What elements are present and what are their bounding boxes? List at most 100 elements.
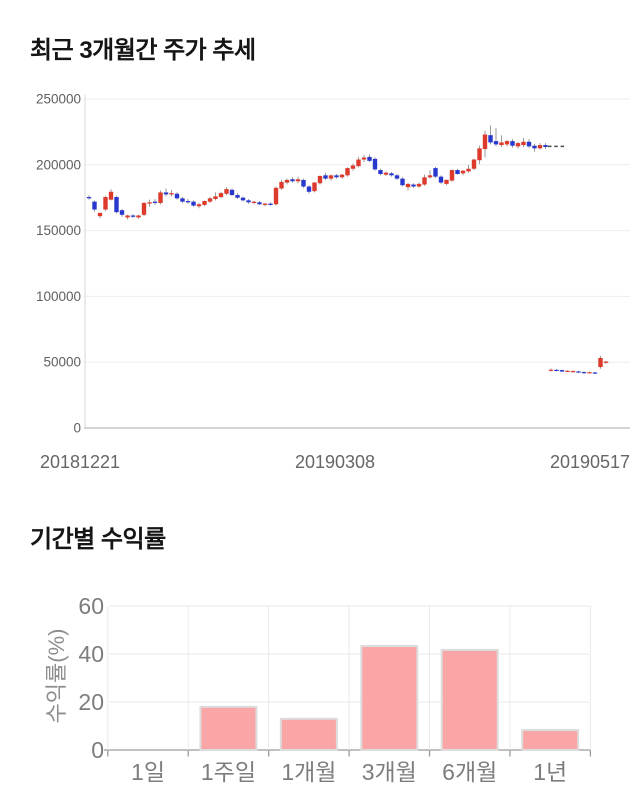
y-tick-label: 150000	[36, 223, 81, 238]
candle-body-up	[350, 165, 356, 169]
candle-body-down	[394, 175, 400, 179]
returns-bar-chart: 0 20 40 60 1일 1주일 1개월 3개월 6개월 1년 수익률(%)	[44, 593, 592, 785]
candle-body-down	[229, 189, 235, 196]
candle-body-down	[576, 371, 581, 373]
candle-body-up	[202, 200, 207, 205]
candle-body-up	[213, 196, 218, 200]
return-bar	[360, 645, 419, 752]
candle-body-up	[460, 170, 466, 174]
candle-body-up	[587, 372, 592, 374]
candle-body-up	[312, 182, 317, 192]
candle-body-up	[499, 142, 504, 146]
candle-body-down	[559, 370, 565, 372]
y-tick-label: 0	[91, 737, 104, 763]
return-bar	[199, 705, 258, 751]
candle-body-down	[389, 173, 394, 176]
candle-body-up	[427, 175, 433, 178]
y-tick-label: 250000	[36, 92, 81, 107]
candle-body-up	[262, 203, 268, 205]
category-label: 3개월	[362, 759, 417, 785]
candle-body-up	[345, 168, 350, 176]
candle-body-down	[119, 210, 125, 215]
candle-body-down	[152, 201, 158, 203]
candlestick-chart: 0 50000 100000 150000 200000 250000 20181221 20…	[36, 92, 630, 473]
candle-body-down	[301, 179, 306, 187]
candle-body-down	[290, 179, 295, 182]
price-chart-title: 최근 3개월간 주가 추세	[30, 37, 256, 64]
candle-body-up	[224, 189, 229, 194]
candle-body-down	[130, 215, 136, 217]
candle-body-up	[108, 191, 114, 200]
y-tick-label: 50000	[43, 355, 81, 370]
x-date-label: 20190517	[550, 452, 630, 472]
candle-body-up	[158, 192, 163, 203]
candle-body-up	[169, 193, 174, 195]
category-label: 1주일	[201, 759, 256, 785]
candle-body-up	[284, 179, 290, 183]
candle-body-down	[493, 141, 499, 145]
candle-body-up	[477, 148, 482, 161]
candle-body-down	[532, 145, 537, 149]
candle-body-down	[367, 156, 372, 161]
candle-body-down	[257, 202, 262, 205]
candle-body-up	[218, 193, 224, 198]
candle-body-up	[444, 179, 449, 184]
candle-body-up	[565, 370, 570, 372]
candle-body-down	[526, 141, 532, 147]
candle-body-up	[471, 159, 477, 169]
candle-body-down	[488, 135, 493, 143]
candle-body-down	[306, 186, 312, 192]
y-axis-title: 수익률(%)	[44, 629, 69, 724]
candle-body-down	[433, 168, 438, 177]
category-label: 6개월	[442, 759, 497, 785]
candle-body-up	[416, 183, 422, 187]
candle-body-up	[482, 134, 488, 150]
category-label: 1일	[131, 759, 165, 785]
return-bar	[521, 729, 580, 752]
y-tick-label: 40	[78, 641, 104, 667]
candle-body-down	[180, 198, 185, 202]
candle-body-up	[196, 204, 202, 207]
category-label: 1개월	[281, 759, 336, 785]
x-date-label: 20190308	[295, 452, 375, 472]
candle-body-up	[147, 202, 152, 204]
return-chart-title: 기간별 수익률	[30, 526, 166, 553]
candle-body-up	[279, 181, 284, 189]
candle-body-down	[400, 178, 405, 186]
candle-body-up	[383, 172, 389, 175]
category-label: 1년	[533, 759, 567, 785]
candle-body-down	[543, 145, 548, 148]
candle-body-down	[323, 175, 328, 179]
candle-body-down	[334, 175, 339, 178]
candle-body-up	[103, 197, 108, 210]
candle-body-down	[378, 170, 383, 175]
return-bar	[279, 717, 338, 751]
candle-body-down	[174, 193, 180, 199]
y-tick-label: 20	[78, 689, 104, 715]
candle-body-down	[86, 197, 92, 199]
candle-body-up	[504, 141, 510, 145]
y-tick-label: 200000	[36, 157, 81, 172]
candle-body-down	[411, 184, 416, 187]
candle-body-up	[449, 170, 455, 181]
candle-body-up	[97, 212, 103, 217]
candle-body-down	[163, 192, 169, 195]
return-bar	[440, 648, 499, 751]
candle-body-up	[598, 357, 603, 368]
candle-body-up	[466, 168, 471, 172]
candle-body-up	[339, 174, 345, 178]
candle-body-down	[510, 141, 515, 146]
candle-body-down	[268, 203, 273, 205]
candle-body-down	[438, 176, 444, 183]
candle-body-up	[295, 179, 301, 182]
candle-body-down	[185, 200, 191, 203]
candle-body-up	[570, 371, 576, 373]
y-tick-label: 0	[73, 421, 81, 436]
candle-body-down	[455, 170, 460, 175]
y-tick-label: 100000	[36, 289, 81, 304]
candle-body-up	[361, 157, 367, 160]
candle-body-up	[136, 215, 141, 218]
candle-body-up	[125, 215, 130, 218]
candle-body-up	[251, 201, 257, 203]
